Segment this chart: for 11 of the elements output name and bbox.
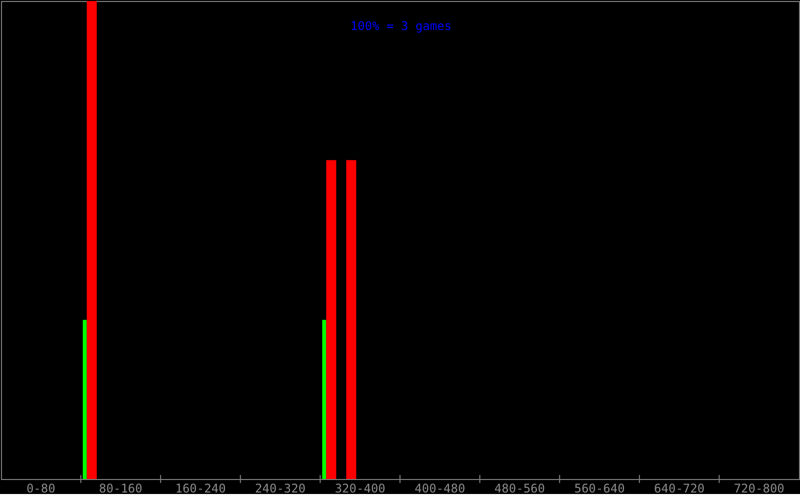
x-tick-label: 160-240 [175,482,226,496]
x-tick-label: 480-560 [494,482,545,496]
x-tick-label: 0-80 [26,482,56,496]
annotation: 100% = 3 games [350,19,452,33]
x-tick-label: 640-720 [654,482,705,496]
x-tick-label: 320-400 [334,482,386,496]
x-tick-label: 560-640 [574,482,625,496]
x-tick-label: 720-800 [734,482,784,496]
x-tick-label: 240-320 [255,482,306,496]
x-tick-label: 80-160 [99,482,142,496]
x-tick-label: 400-480 [414,482,466,496]
